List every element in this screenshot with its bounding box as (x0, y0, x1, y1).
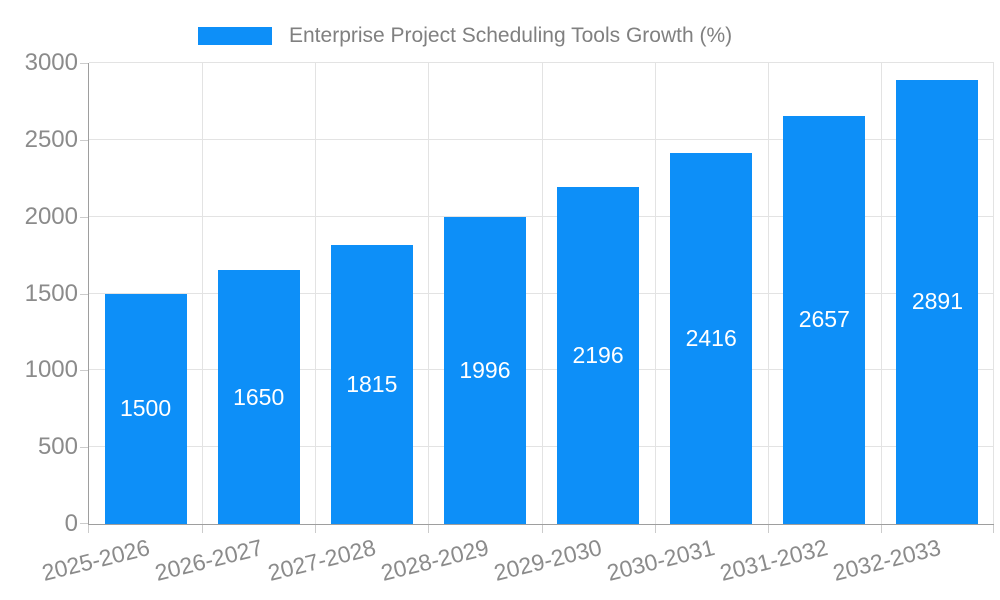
gridline-vertical (315, 63, 317, 524)
gridline-vertical (654, 63, 656, 524)
bar-value-label: 2196 (572, 341, 624, 368)
gridline-vertical (428, 63, 430, 524)
bar: 2657 (783, 115, 866, 524)
bar-value-label: 2657 (798, 306, 850, 333)
bar: 2416 (670, 152, 753, 524)
bar-value-label: 1996 (459, 357, 511, 384)
x-axis-tick (767, 525, 769, 533)
y-axis-tick (80, 216, 88, 218)
y-axis-tick (80, 523, 88, 524)
bar-value-label: 2891 (911, 288, 964, 315)
x-axis-tick (654, 525, 656, 533)
x-axis-tick (428, 525, 430, 533)
y-axis-tick (80, 293, 88, 295)
x-axis-tick (541, 525, 543, 533)
y-tick-label: 2000 (24, 202, 78, 230)
y-axis-tick (80, 63, 88, 64)
y-tick-label: 3000 (24, 49, 78, 76)
gridline-vertical (202, 63, 204, 524)
legend[interactable]: Enterprise Project Scheduling Tools Grow… (198, 24, 732, 48)
gridline-vertical (880, 63, 882, 524)
bar-value-label: 1650 (233, 383, 285, 410)
x-axis-tick (315, 525, 317, 533)
gridline-vertical (767, 63, 769, 524)
bar: 2196 (557, 186, 640, 524)
bar: 1650 (217, 270, 300, 524)
x-axis-tick (88, 525, 89, 533)
y-axis-tick (80, 370, 88, 372)
bar: 1815 (330, 245, 413, 524)
y-tick-label: 1000 (24, 356, 78, 384)
bar-value-label: 1500 (119, 395, 172, 422)
legend-swatch (198, 27, 272, 45)
bar: 1500 (104, 293, 187, 524)
y-tick-label: 2500 (24, 125, 78, 153)
y-tick-label: 0 (64, 510, 78, 537)
gridline-vertical (993, 63, 994, 524)
x-axis-tick (993, 525, 994, 533)
y-axis-tick (80, 139, 88, 141)
bar: 2891 (896, 79, 979, 524)
gridline-vertical (541, 63, 543, 524)
y-tick-label: 500 (37, 433, 78, 461)
bar-value-label: 1815 (346, 371, 398, 398)
gridline-horizontal (89, 62, 994, 63)
legend-label: Enterprise Project Scheduling Tools Grow… (289, 24, 733, 47)
bar: 1996 (443, 217, 526, 524)
x-axis-tick (202, 525, 204, 533)
plot-area: 0 500 1000 1500 2000 2500 3000 1500 1650 1815 1996… (25, 49, 994, 586)
x-axis-tick (880, 525, 882, 533)
bar-value-label: 2416 (685, 324, 737, 351)
y-tick-label: 1500 (24, 279, 78, 307)
y-axis-tick (80, 447, 88, 449)
